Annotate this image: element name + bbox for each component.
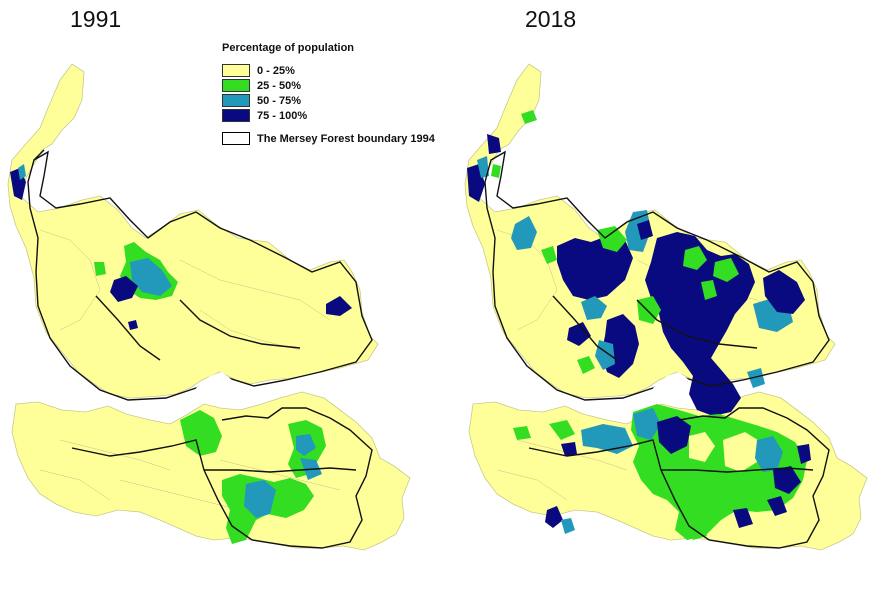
value-areas-1991 [10, 164, 352, 544]
ward-lines-1991 [39, 229, 341, 511]
legend-item-boundary: The Mersey Forest boundary 1994 [222, 131, 435, 146]
legend-swatch-navy [222, 109, 250, 122]
legend-swatch-green [222, 79, 250, 92]
legend-item-25-50: 25 - 50% [222, 78, 435, 93]
map-legend: Percentage of population 0 - 25% 25 - 50… [222, 42, 435, 146]
map-title-2018: 2018 [525, 6, 577, 32]
legend-item-50-75: 50 - 75% [222, 93, 435, 108]
legend-swatch-teal [222, 94, 250, 107]
estuary-1991 [196, 372, 232, 402]
legend-label: The Mersey Forest boundary 1994 [257, 132, 435, 145]
map-1991 [7, 63, 411, 551]
legend-label: 0 - 25% [257, 64, 295, 77]
legend-label: 75 - 100% [257, 109, 308, 122]
legend-swatch-yellow [222, 64, 250, 77]
forest-boundary-1991 [27, 149, 373, 549]
legend-swatch-boundary [222, 132, 250, 145]
legend-label: 25 - 50% [257, 79, 302, 92]
forest-boundary-2018 [484, 150, 830, 549]
legend-label: 50 - 75% [257, 94, 302, 107]
map-title-1991: 1991 [70, 6, 122, 32]
legend-item-0-25: 0 - 25% [222, 63, 435, 78]
map-2018 [464, 63, 868, 551]
estuary-2018 [653, 372, 689, 402]
legend-title: Percentage of population [222, 42, 355, 54]
legend-item-75-100: 75 - 100% [222, 108, 435, 123]
